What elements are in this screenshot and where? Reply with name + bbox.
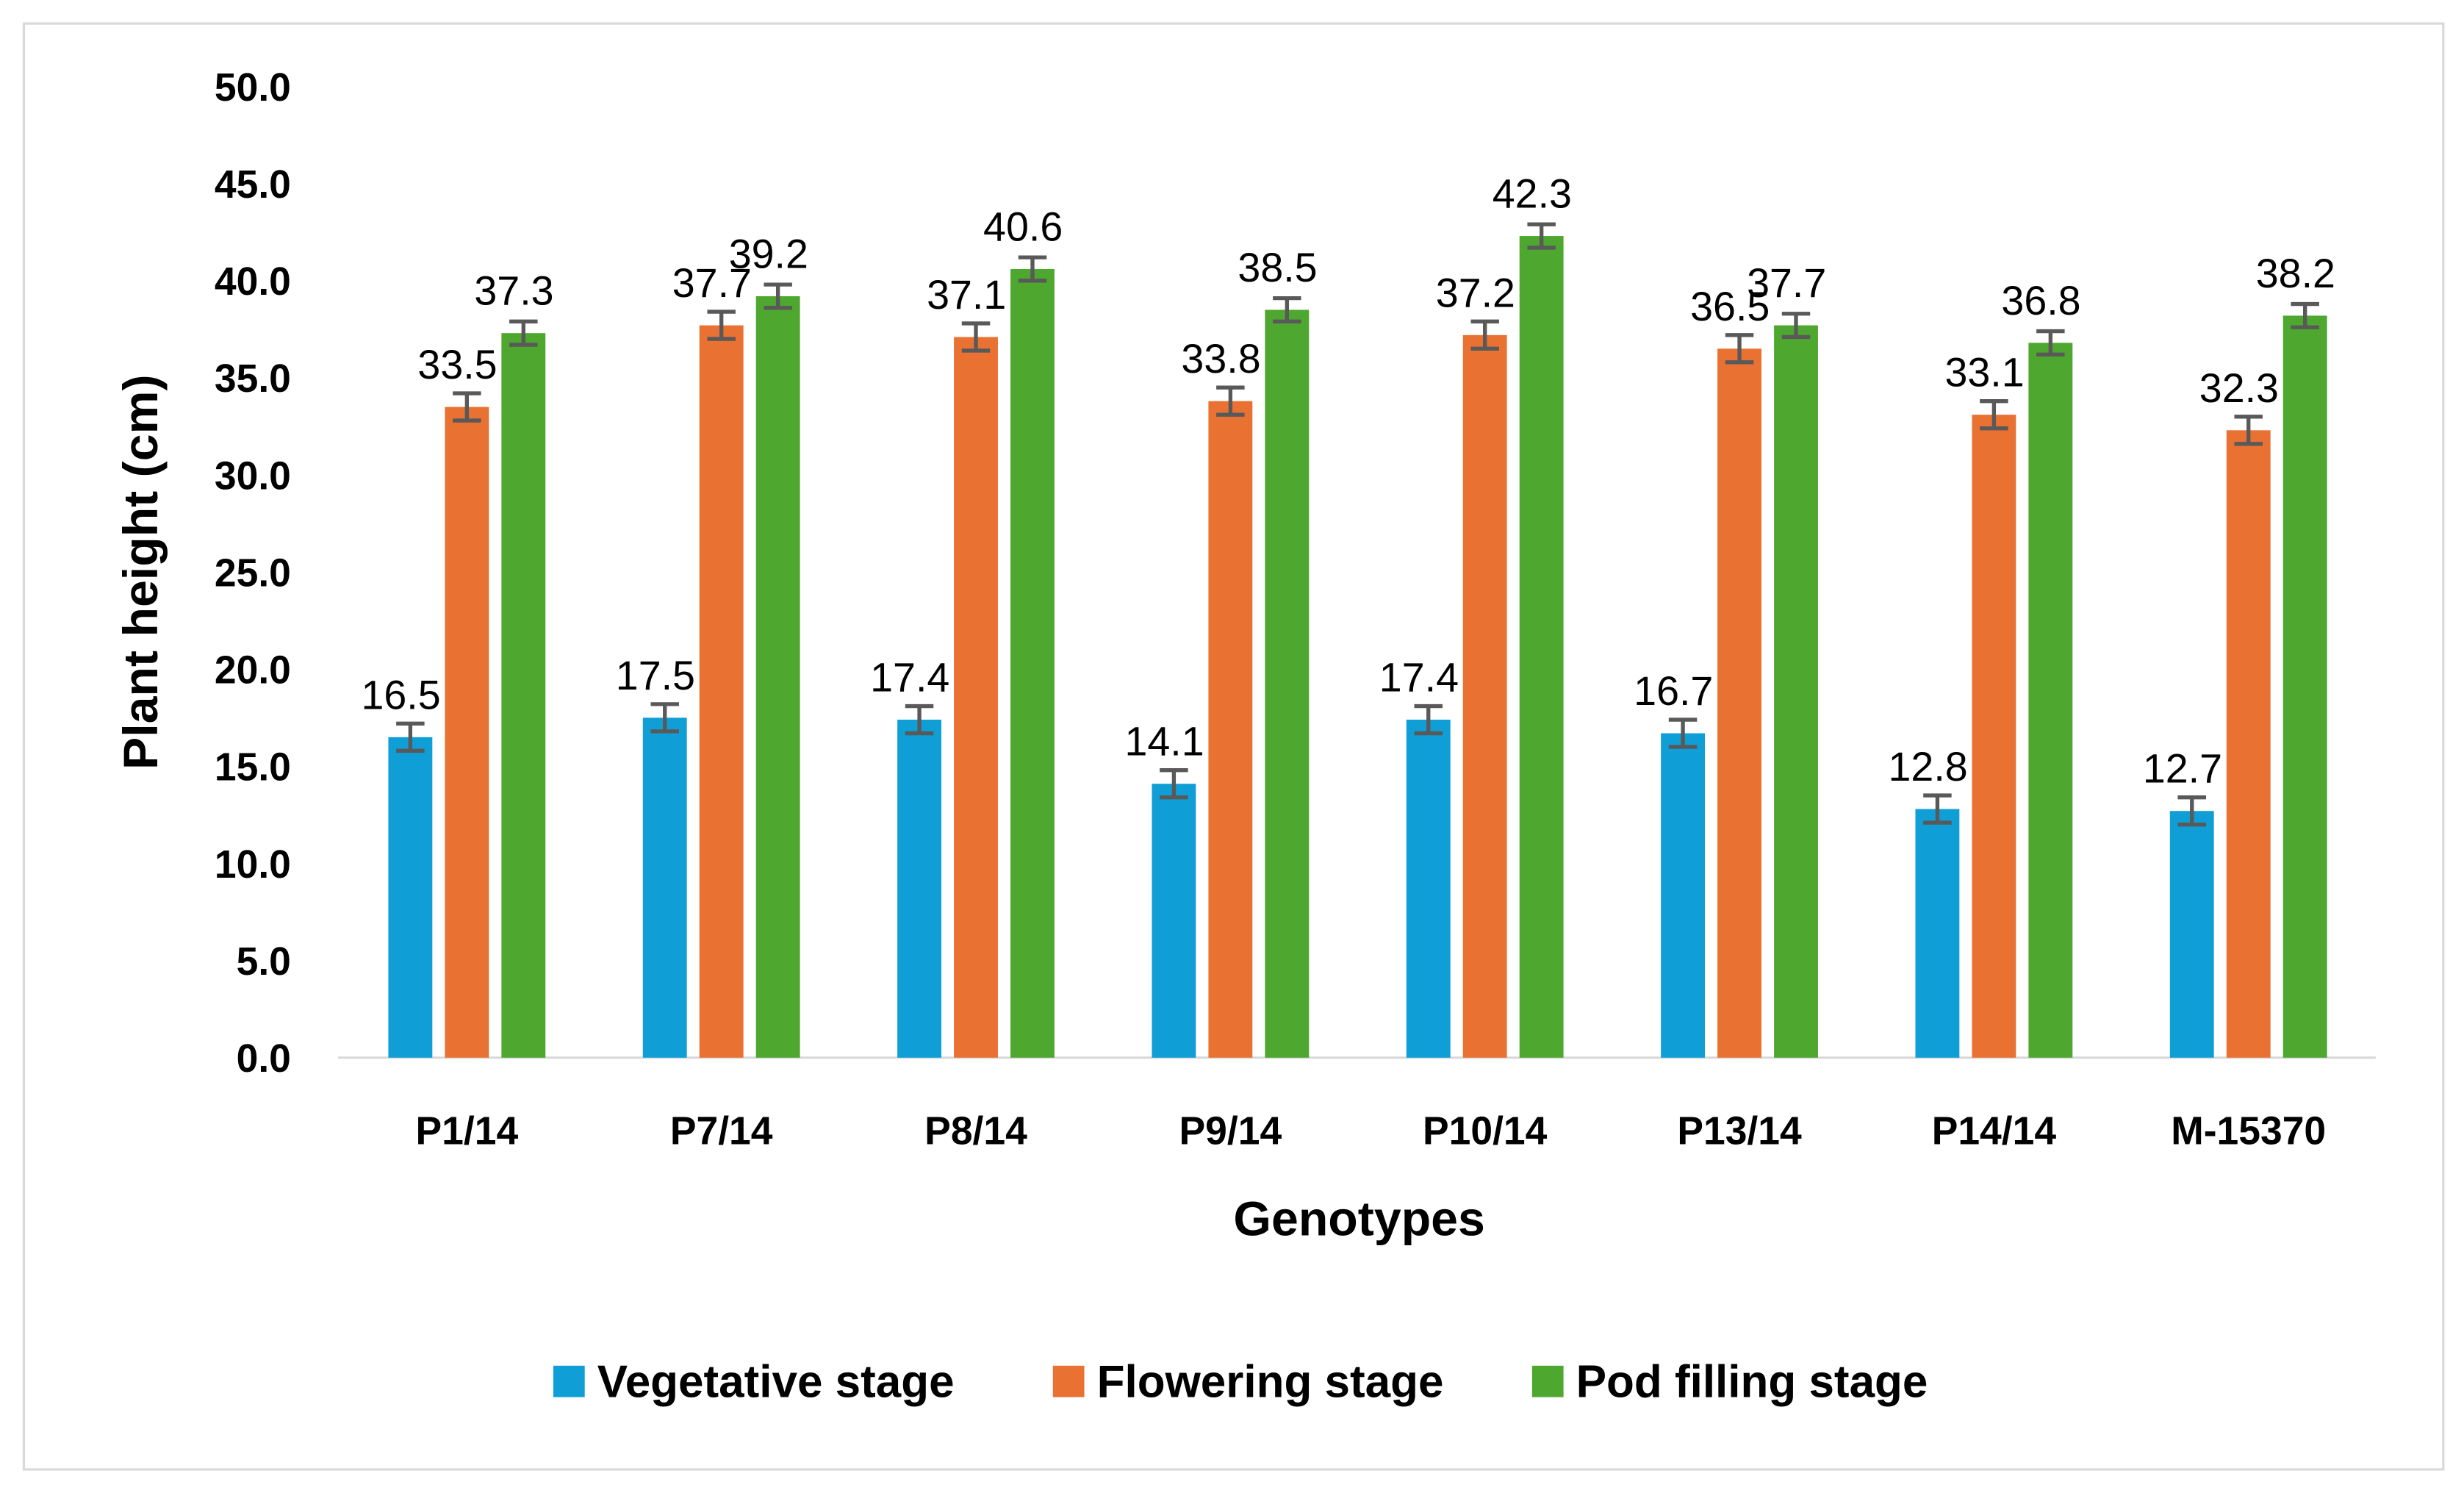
x-tick-label: P1/14 [416, 1109, 519, 1153]
bar [1265, 309, 1310, 1058]
data-label: 33.1 [1944, 350, 2024, 395]
y-tick-label: 35.0 [215, 357, 291, 401]
data-label: 16.7 [1634, 668, 1713, 714]
x-tick-label: P13/14 [1677, 1109, 1802, 1153]
data-label: 36.8 [2001, 278, 2080, 323]
legend-swatch [553, 1365, 585, 1397]
y-tick-label: 10.0 [215, 843, 291, 887]
bar [755, 296, 800, 1058]
bar [1462, 334, 1507, 1058]
bar [1717, 348, 1761, 1058]
y-axis-title: Plant height (cm) [114, 374, 168, 770]
y-tick-label: 15.0 [215, 746, 291, 790]
y-tick-label: 0.0 [237, 1037, 291, 1081]
data-label: 17.5 [616, 653, 695, 698]
bar [1152, 784, 1196, 1058]
bar [2028, 343, 2073, 1058]
data-label: 38.2 [2256, 251, 2335, 296]
bar [388, 737, 433, 1058]
y-tick-label: 45.0 [215, 163, 291, 207]
y-tick-label: 40.0 [215, 260, 291, 304]
bar [445, 407, 489, 1058]
data-label: 37.3 [474, 268, 553, 314]
data-label: 38.5 [1238, 245, 1317, 290]
bar [1915, 809, 1960, 1058]
y-tick-label: 25.0 [215, 551, 291, 595]
data-label: 33.5 [417, 342, 497, 387]
data-label: 37.7 [1747, 260, 1826, 306]
bar [1406, 720, 1451, 1058]
bar [897, 720, 941, 1058]
bar [1519, 236, 1564, 1058]
x-tick-label: P14/14 [1932, 1109, 2057, 1153]
x-axis-title: Genotypes [1233, 1192, 1484, 1246]
data-label: 33.8 [1181, 336, 1260, 382]
bar [2169, 811, 2214, 1058]
bar [1972, 415, 2016, 1058]
data-label: 37.7 [672, 260, 752, 306]
y-tick-label: 5.0 [237, 940, 291, 984]
data-label: 12.7 [2143, 746, 2222, 792]
data-label: 14.1 [1124, 719, 1204, 765]
legend-label: Pod filling stage [1576, 1357, 1928, 1408]
x-tick-label: M-15370 [2171, 1109, 2326, 1153]
x-tick-label: P9/14 [1179, 1109, 1282, 1153]
x-tick-label: P7/14 [670, 1109, 773, 1153]
bar [1010, 268, 1055, 1058]
bar [699, 325, 744, 1058]
data-label: 37.1 [927, 272, 1006, 318]
x-tick-label: P8/14 [924, 1109, 1027, 1153]
bar [1661, 733, 1706, 1058]
data-label: 39.2 [729, 231, 808, 276]
legend-swatch [1531, 1365, 1564, 1397]
x-tick-label: P10/14 [1423, 1109, 1548, 1153]
y-tick-label: 30.0 [215, 454, 291, 498]
bar [642, 717, 687, 1058]
legend-label: Vegetative stage [597, 1357, 955, 1408]
bar [1208, 401, 1253, 1058]
bar [954, 337, 998, 1058]
y-tick-label: 20.0 [215, 649, 291, 692]
legend-swatch [1052, 1365, 1085, 1397]
legend-label: Flowering stage [1097, 1357, 1444, 1408]
data-label: 37.2 [1436, 270, 1515, 315]
data-label: 16.5 [361, 672, 440, 717]
bar [2282, 315, 2327, 1058]
data-label: 17.4 [1379, 655, 1459, 701]
data-label: 17.4 [870, 655, 949, 701]
data-label: 40.6 [983, 204, 1063, 249]
data-label: 36.5 [1690, 284, 1770, 329]
legend: Vegetative stage Flowering stage Pod filli… [553, 1357, 1928, 1408]
data-label: 12.8 [1889, 744, 1968, 790]
bar [501, 333, 546, 1058]
data-label: 42.3 [1493, 171, 1572, 217]
data-label: 32.3 [2199, 365, 2279, 411]
bar [1774, 325, 1818, 1058]
bar [2226, 430, 2271, 1058]
y-tick-label: 50.0 [215, 66, 291, 110]
